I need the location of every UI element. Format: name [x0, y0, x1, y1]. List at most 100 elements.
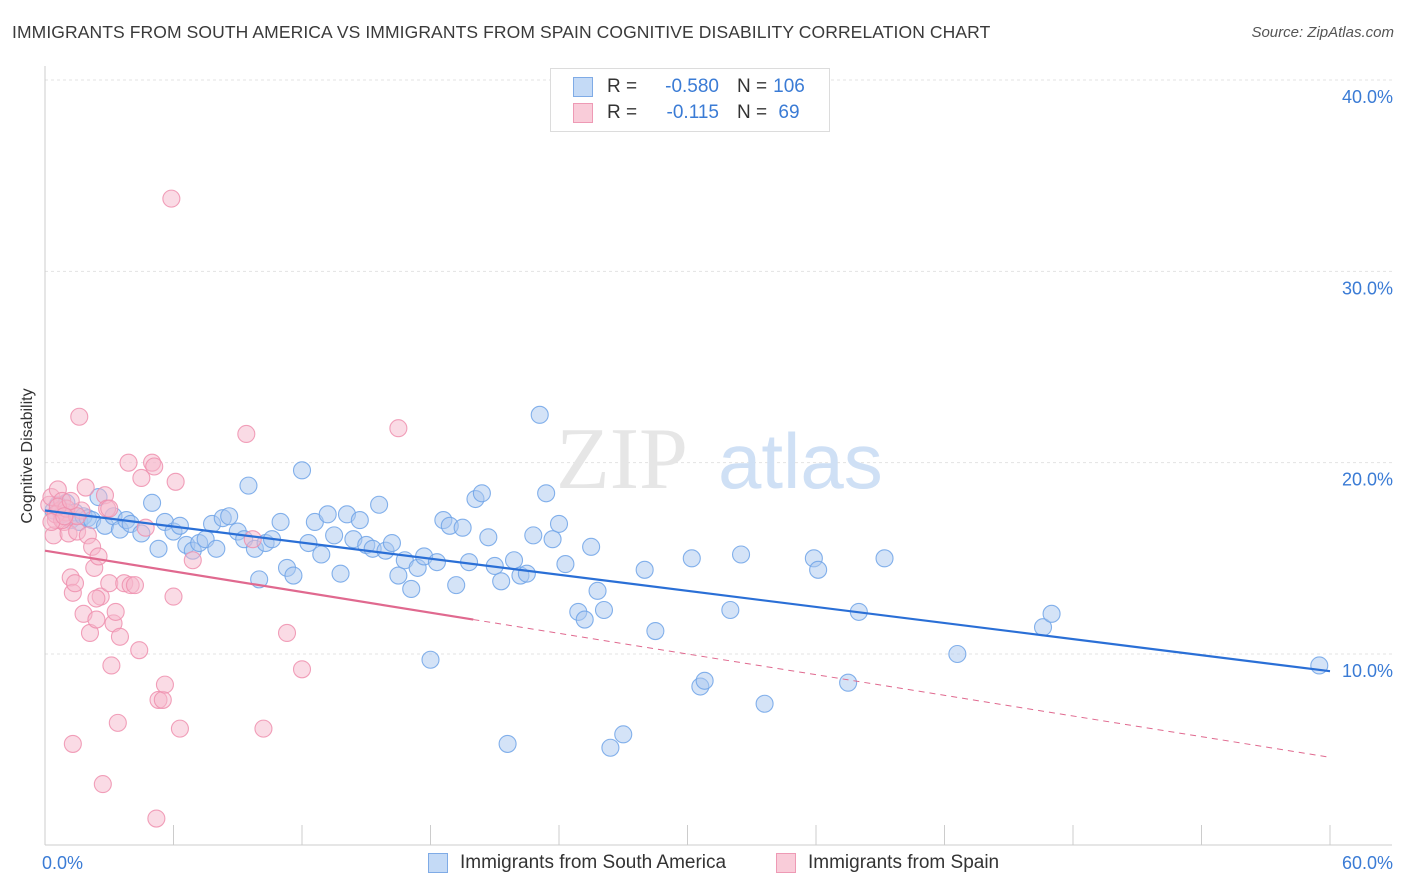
data-point: [479, 528, 498, 547]
series-swatch-spain: [776, 853, 796, 873]
data-point: [402, 579, 421, 598]
legend-n-value: 69: [778, 102, 800, 123]
data-points: [40, 189, 1329, 828]
trend-line-extension: [473, 619, 1331, 758]
data-point: [556, 555, 575, 574]
legend-swatch-spain: [573, 103, 593, 123]
data-point: [271, 512, 290, 532]
data-point: [70, 407, 89, 426]
x-tick-label: 60.0%: [1342, 853, 1393, 873]
data-point: [166, 472, 185, 491]
y-tick-label: 10.0%: [1342, 661, 1393, 681]
data-point: [106, 602, 125, 621]
data-point: [601, 738, 620, 757]
data-point: [370, 495, 389, 514]
legend-n-label: N =: [737, 76, 768, 97]
data-point: [472, 484, 491, 503]
data-point: [809, 560, 828, 579]
data-point: [421, 650, 440, 669]
data-point: [646, 621, 665, 641]
data-point: [125, 576, 144, 595]
legend-r-value: -0.115: [666, 102, 719, 123]
data-point: [153, 690, 172, 709]
data-point: [875, 549, 894, 568]
watermark-zip: ZIP: [556, 411, 688, 508]
data-point: [447, 576, 466, 595]
data-point: [492, 572, 511, 591]
data-point: [382, 533, 402, 553]
legend-n-label: N =: [737, 102, 768, 123]
data-point: [721, 600, 740, 620]
data-point: [331, 564, 350, 583]
data-point: [453, 518, 472, 537]
series-south-america: [44, 405, 1329, 757]
source-credit: Source: ZipAtlas.com: [1251, 24, 1394, 41]
data-point: [731, 545, 751, 564]
data-point: [389, 566, 408, 585]
trend-line: [44, 509, 1331, 673]
data-point: [132, 468, 151, 488]
series-label-spain: Immigrants from Spain: [808, 852, 1000, 873]
data-point: [594, 600, 614, 620]
data-point: [277, 623, 297, 643]
data-point: [143, 493, 162, 512]
data-point: [93, 775, 112, 794]
data-point: [100, 499, 119, 518]
data-point: [682, 549, 701, 568]
trend-line: [44, 549, 474, 621]
data-point: [89, 547, 108, 566]
legend-r-label: R =: [607, 102, 638, 123]
data-point: [61, 491, 80, 510]
data-point: [147, 809, 166, 828]
tick-labels: 10.0% 20.0% 30.0% 40.0% 0.0% 60.0%: [42, 87, 1393, 873]
y-tick-label: 20.0%: [1342, 470, 1393, 490]
data-point: [614, 725, 633, 744]
series-label-south-america: Immigrants from South America: [460, 852, 727, 873]
series-swatch-south-america: [428, 853, 448, 873]
data-point: [170, 719, 189, 738]
data-point: [312, 545, 331, 564]
data-point: [427, 553, 446, 572]
data-point: [130, 641, 149, 660]
data-point: [119, 453, 138, 472]
chart-title: IMMIGRANTS FROM SOUTH AMERICA VS IMMIGRA…: [12, 22, 991, 42]
data-point: [155, 675, 174, 694]
legend-row-south-america: R = -0.580 N = 106: [573, 75, 811, 99]
legend-n-value: 106: [773, 76, 805, 97]
data-point: [517, 564, 536, 583]
legend-row-spain: R = -0.115 N = 69: [573, 101, 811, 125]
y-tick-label: 40.0%: [1342, 87, 1393, 107]
data-point: [239, 476, 258, 495]
data-point: [76, 478, 95, 497]
data-point: [145, 457, 164, 476]
data-point: [588, 581, 607, 600]
data-point: [207, 539, 226, 558]
data-point: [65, 574, 85, 593]
legend-r-label: R =: [607, 76, 638, 97]
correlation-legend: R = -0.580 N = 106 R = -0.115 N = 69: [550, 68, 830, 132]
data-point: [549, 514, 569, 533]
data-point: [350, 511, 369, 530]
data-point: [504, 551, 524, 570]
grid-lines: [45, 79, 1392, 655]
data-point: [292, 461, 312, 480]
data-point: [284, 566, 303, 585]
data-point: [110, 627, 130, 646]
watermark-atlas: atlas: [718, 417, 883, 505]
data-point: [254, 719, 273, 738]
data-point: [243, 530, 262, 549]
axes: [44, 66, 1392, 846]
data-point: [948, 644, 967, 664]
data-point: [635, 560, 654, 579]
data-point: [543, 530, 562, 549]
data-point: [87, 589, 106, 608]
data-point: [318, 505, 337, 524]
data-point: [530, 405, 549, 424]
data-point: [87, 610, 106, 629]
y-axis-label: Cognitive Disability: [19, 388, 36, 524]
legend-swatch-south-america: [573, 77, 593, 97]
data-point: [498, 734, 517, 753]
data-point: [220, 507, 239, 526]
data-point: [162, 189, 181, 208]
